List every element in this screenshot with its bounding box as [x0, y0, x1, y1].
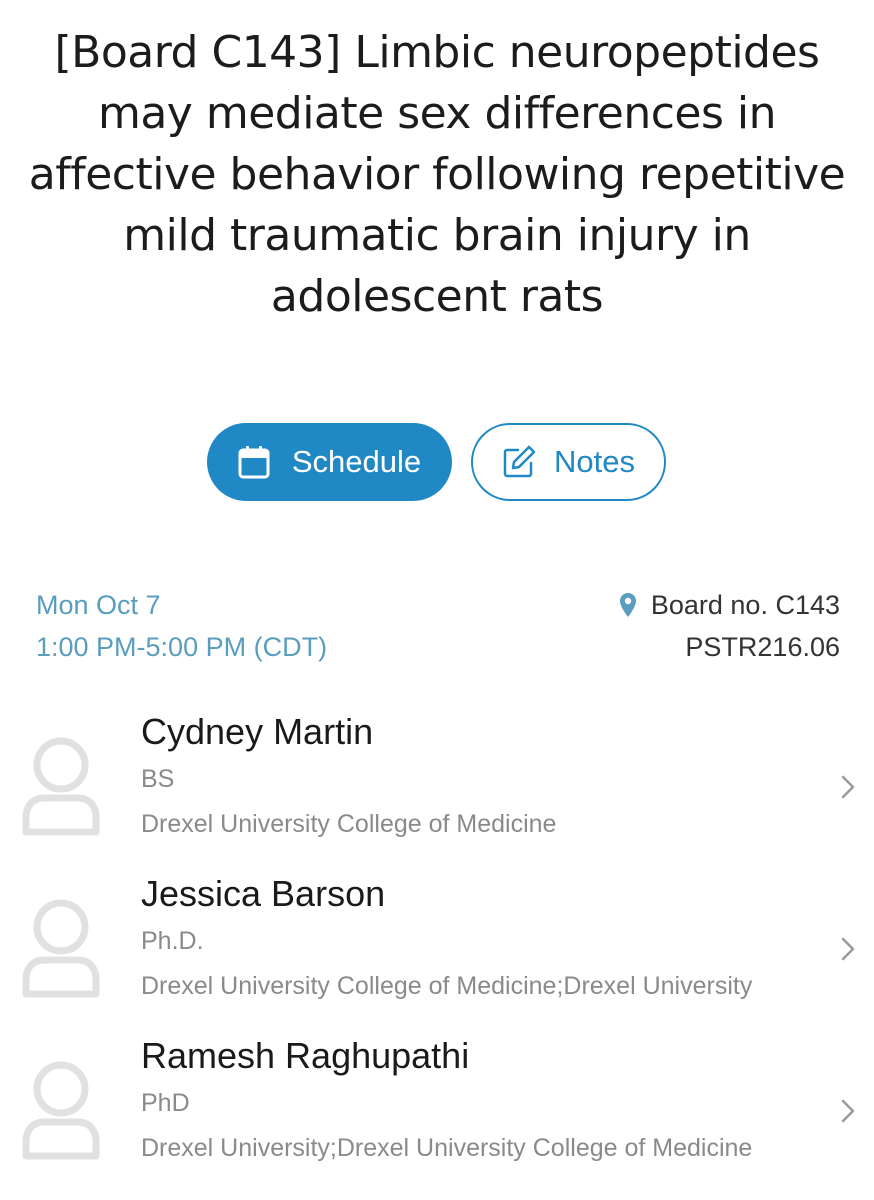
author-item[interactable]: Cydney Martin BS Drexel University Colle… — [0, 710, 874, 870]
session-location: Board no. C143 PSTR216.06 — [619, 584, 840, 668]
schedule-button-label: Schedule — [291, 444, 422, 479]
chevron-right-icon — [840, 1098, 856, 1129]
author-degree: Ph.D. — [141, 927, 204, 955]
board-number: Board no. C143 — [650, 590, 840, 620]
author-name: Jessica Barson — [141, 873, 386, 914]
person-avatar-icon — [20, 896, 102, 1005]
calendar-icon — [238, 445, 270, 479]
chevron-right-icon — [840, 936, 856, 967]
chevron-right-icon — [840, 774, 856, 805]
author-degree: PhD — [141, 1089, 190, 1117]
notes-button[interactable]: Notes — [471, 423, 666, 501]
author-affiliation: Drexel University College of Medicine;Dr… — [141, 972, 753, 1000]
session-date: Mon Oct 7 — [36, 590, 161, 620]
edit-note-icon — [502, 445, 536, 479]
session-datetime: Mon Oct 7 1:00 PM-5:00 PM (CDT) — [36, 584, 327, 668]
session-time: 1:00 PM-5:00 PM (CDT) — [36, 632, 328, 662]
author-item[interactable]: Jessica Barson Ph.D. Drexel University C… — [0, 872, 874, 1032]
author-degree: BS — [141, 765, 175, 793]
author-name: Ramesh Raghupathi — [141, 1035, 470, 1076]
author-name: Cydney Martin — [141, 711, 374, 752]
author-affiliation: Drexel University College of Medicine — [141, 810, 557, 838]
notes-button-label: Notes — [554, 444, 635, 479]
session-code: PSTR216.06 — [685, 632, 840, 662]
schedule-button[interactable]: Schedule — [207, 423, 452, 501]
location-pin-icon — [619, 592, 637, 618]
author-item[interactable]: Ramesh Raghupathi PhD Drexel University;… — [0, 1034, 874, 1194]
person-avatar-icon — [20, 734, 102, 843]
author-affiliation: Drexel University;Drexel University Coll… — [141, 1134, 753, 1162]
page-title: [Board C143] Limbic neuropeptides may me… — [28, 27, 846, 322]
person-avatar-icon — [20, 1058, 102, 1167]
